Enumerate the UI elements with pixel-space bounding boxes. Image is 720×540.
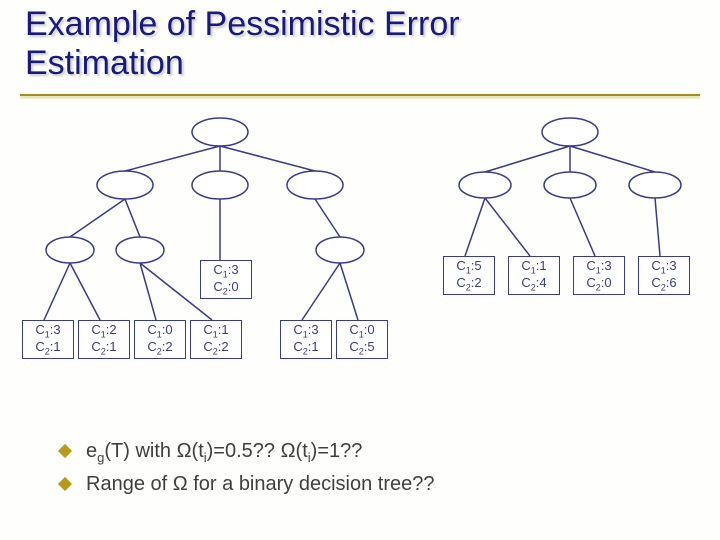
- leaf-label: C1:2C2:1: [78, 320, 130, 359]
- tree-node: [287, 171, 343, 199]
- tree-edge: [125, 199, 140, 237]
- tree-node: [97, 171, 153, 199]
- title-rule: [20, 94, 700, 96]
- bullet-item: Range of Ω for a binary decision tree??: [60, 473, 435, 496]
- tree-edge: [125, 146, 220, 171]
- bullet-text-1: eg(T) with Ω(ti)=0.5?? Ω(ti)=1??: [86, 440, 362, 462]
- tree-node: [116, 237, 164, 263]
- tree-node: [542, 118, 598, 146]
- tree-edge: [570, 146, 655, 172]
- tree-node: [46, 237, 94, 263]
- leaf-label: C1:3C2:0: [200, 260, 252, 299]
- bullet-icon: [58, 477, 72, 491]
- tree-edge: [340, 263, 358, 320]
- tree-node: [544, 172, 596, 198]
- tree-edge: [315, 199, 340, 237]
- tree-node: [192, 118, 248, 146]
- tree-node: [316, 237, 364, 263]
- tree-edge: [485, 146, 570, 172]
- tree-edge: [570, 198, 595, 256]
- bullet-item: eg(T) with Ω(ti)=0.5?? Ω(ti)=1??: [60, 440, 435, 465]
- leaf-label: C1:0C2:2: [134, 320, 186, 359]
- tree-node: [629, 172, 681, 198]
- tree-node: [459, 172, 511, 198]
- bullet-list: eg(T) with Ω(ti)=0.5?? Ω(ti)=1?? Range o…: [60, 440, 435, 504]
- tree-edge: [485, 198, 530, 256]
- title-line2: Estimation: [25, 44, 184, 82]
- tree-edge: [302, 263, 340, 320]
- bullet-icon: [58, 444, 72, 458]
- tree-edge: [44, 263, 70, 320]
- title-line1: Example of Pessimistic Error: [25, 5, 460, 43]
- leaf-label: C1:0C2:5: [336, 320, 388, 359]
- tree-edge: [465, 198, 485, 256]
- tree-node: [192, 171, 248, 199]
- leaf-label: C1:3C2:1: [280, 320, 332, 359]
- leaf-label: C1:3C2:6: [638, 256, 690, 295]
- slide-title: Example of Pessimistic Error Estimation: [25, 5, 460, 83]
- leaf-label: C1:3C2:1: [22, 320, 74, 359]
- bullet-text-2: Range of Ω for a binary decision tree??: [86, 473, 435, 495]
- leaf-label: C1:1C2:4: [508, 256, 560, 295]
- leaf-label: C1:3C2:0: [573, 256, 625, 295]
- tree-edge: [140, 263, 156, 320]
- leaf-label: C1:5C2:2: [443, 256, 495, 295]
- tree-edge: [220, 146, 315, 171]
- tree-edge: [70, 263, 100, 320]
- leaf-label: C1:1C2:2: [190, 320, 242, 359]
- tree-edge: [70, 199, 125, 237]
- tree-edge: [655, 198, 660, 256]
